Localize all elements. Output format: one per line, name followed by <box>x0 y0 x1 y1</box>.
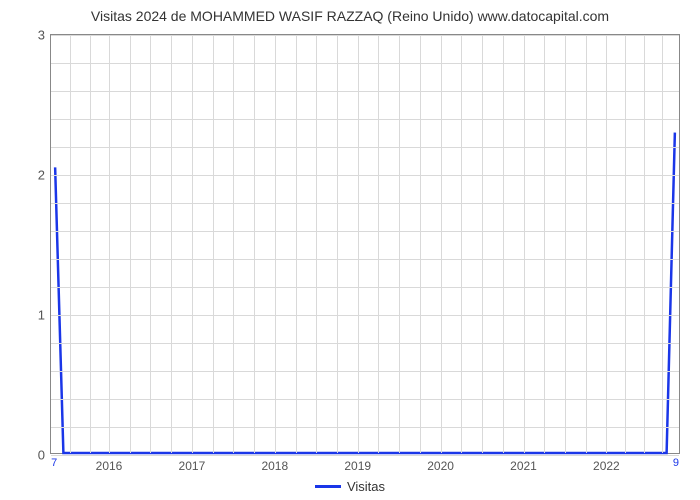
series-end-label: 9 <box>673 457 679 469</box>
grid-v-major <box>524 35 525 453</box>
grid-v-minor <box>420 35 421 453</box>
series-line-visitas <box>55 133 675 453</box>
grid-v-minor <box>337 35 338 453</box>
grid-v-minor <box>399 35 400 453</box>
legend: Visitas <box>0 475 700 494</box>
grid-v-major <box>275 35 276 453</box>
chart-title: Visitas 2024 de MOHAMMED WASIF RAZZAQ (R… <box>0 0 700 28</box>
legend-swatch <box>315 485 341 488</box>
grid-v-major <box>358 35 359 453</box>
x-tick-label: 2016 <box>96 459 123 473</box>
grid-v-minor <box>586 35 587 453</box>
grid-v-minor <box>316 35 317 453</box>
y-tick-label: 1 <box>38 308 45 323</box>
x-tick-label: 2021 <box>510 459 537 473</box>
series-start-label: 7 <box>51 457 57 469</box>
grid-v-major <box>109 35 110 453</box>
x-tick-label: 2018 <box>261 459 288 473</box>
y-tick-label: 3 <box>38 28 45 43</box>
grid-v-minor <box>171 35 172 453</box>
grid-h-major <box>51 455 679 456</box>
legend-item-visitas: Visitas <box>315 479 385 494</box>
grid-v-minor <box>213 35 214 453</box>
grid-v-minor <box>565 35 566 453</box>
grid-v-minor <box>625 35 626 453</box>
grid-v-minor <box>482 35 483 453</box>
x-tick-label: 2019 <box>344 459 371 473</box>
grid-v-minor <box>90 35 91 453</box>
x-tick-label: 2022 <box>593 459 620 473</box>
grid-v-major <box>441 35 442 453</box>
grid-v-minor <box>233 35 234 453</box>
grid-v-minor <box>130 35 131 453</box>
grid-v-minor <box>378 35 379 453</box>
chart-area: 0123201620172018201920202021202279 <box>50 34 680 454</box>
grid-v-minor <box>296 35 297 453</box>
y-tick-label: 0 <box>38 448 45 463</box>
plot-area: 0123201620172018201920202021202279 <box>50 34 680 454</box>
grid-v-minor <box>70 35 71 453</box>
grid-v-minor <box>644 35 645 453</box>
grid-v-major <box>606 35 607 453</box>
y-tick-label: 2 <box>38 168 45 183</box>
legend-label: Visitas <box>347 479 385 494</box>
x-tick-label: 2020 <box>427 459 454 473</box>
grid-v-minor <box>254 35 255 453</box>
grid-v-minor <box>662 35 663 453</box>
grid-v-major <box>192 35 193 453</box>
grid-v-minor <box>461 35 462 453</box>
grid-v-minor <box>503 35 504 453</box>
grid-v-minor <box>544 35 545 453</box>
grid-v-minor <box>150 35 151 453</box>
x-tick-label: 2017 <box>179 459 206 473</box>
